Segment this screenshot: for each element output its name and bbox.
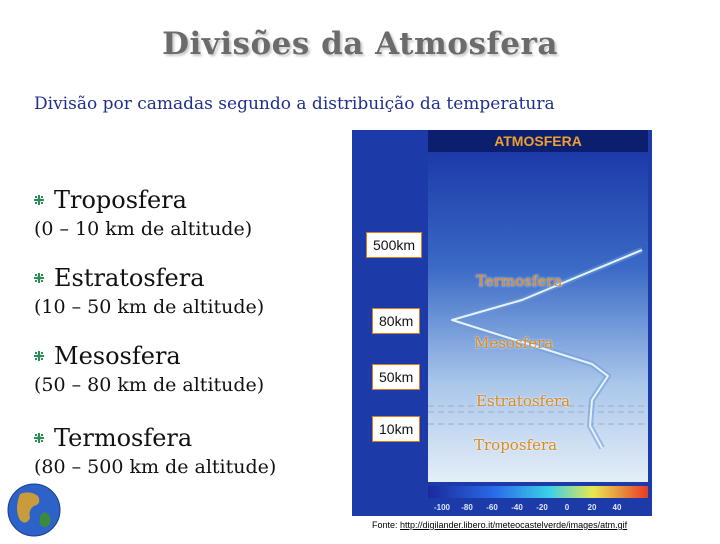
- scale-tick: 20: [588, 503, 597, 512]
- scale-tick: 40: [613, 503, 622, 512]
- scale-tick: -80: [461, 503, 473, 512]
- bullet-icon: [34, 351, 44, 361]
- scale-tick: 0: [565, 503, 570, 512]
- scale-tick: -20: [536, 503, 548, 512]
- slide-title: Divisões da Atmosfera: [162, 26, 558, 62]
- zone-label-mesosfera: Mesosfera: [474, 334, 554, 352]
- bullet-icon: [34, 273, 44, 283]
- slide-subtitle: Divisão por camadas segundo a distribuiç…: [34, 94, 555, 114]
- km-label-50: 50km: [372, 364, 421, 390]
- scale-tick: -40: [511, 503, 523, 512]
- temperature-scale-bar: [428, 486, 648, 498]
- layer-name: Termosfera: [54, 424, 193, 452]
- zone-label-termosfera: Termosfera: [476, 272, 563, 290]
- layer-range: (10 – 50 km de altitude): [34, 296, 265, 318]
- scale-tick: -100: [434, 503, 451, 512]
- diagram-header: ATMOSFERA: [494, 133, 582, 149]
- layer-item-troposfera: Troposfera (0 – 10 km de altitude): [34, 186, 252, 240]
- km-label-10: 10km: [372, 416, 421, 442]
- source-credit: Fonte: http://digilander.libero.it/meteo…: [372, 520, 627, 530]
- globe-icon: [0, 476, 64, 540]
- layer-item-mesosfera: Mesosfera (50 – 80 km de altitude): [34, 342, 264, 396]
- scale-tick: -60: [486, 503, 498, 512]
- layer-item-termosfera: Termosfera (80 – 500 km de altitude): [34, 424, 276, 478]
- source-prefix: Fonte:: [372, 520, 401, 530]
- layer-item-estratosfera: Estratosfera (10 – 50 km de altitude): [34, 264, 264, 318]
- zone-label-troposfera: Troposfera: [474, 436, 558, 454]
- layer-range: (80 – 500 km de altitude): [34, 456, 277, 478]
- temperature-profile-line: [451, 249, 643, 449]
- layer-range: (50 – 80 km de altitude): [34, 374, 265, 396]
- km-label-80: 80km: [372, 308, 421, 334]
- source-link[interactable]: http://digilander.libero.it/meteocastelv…: [400, 520, 628, 530]
- layer-name: Troposfera: [54, 186, 187, 214]
- layer-range: (0 – 10 km de altitude): [34, 218, 253, 240]
- zone-label-estratosfera: Estratosfera: [476, 392, 571, 410]
- bullet-icon: [34, 195, 44, 205]
- layer-name: Estratosfera: [54, 264, 205, 292]
- km-label-500: 500km: [366, 232, 423, 258]
- bullet-icon: [34, 433, 44, 443]
- layer-name: Mesosfera: [54, 342, 181, 370]
